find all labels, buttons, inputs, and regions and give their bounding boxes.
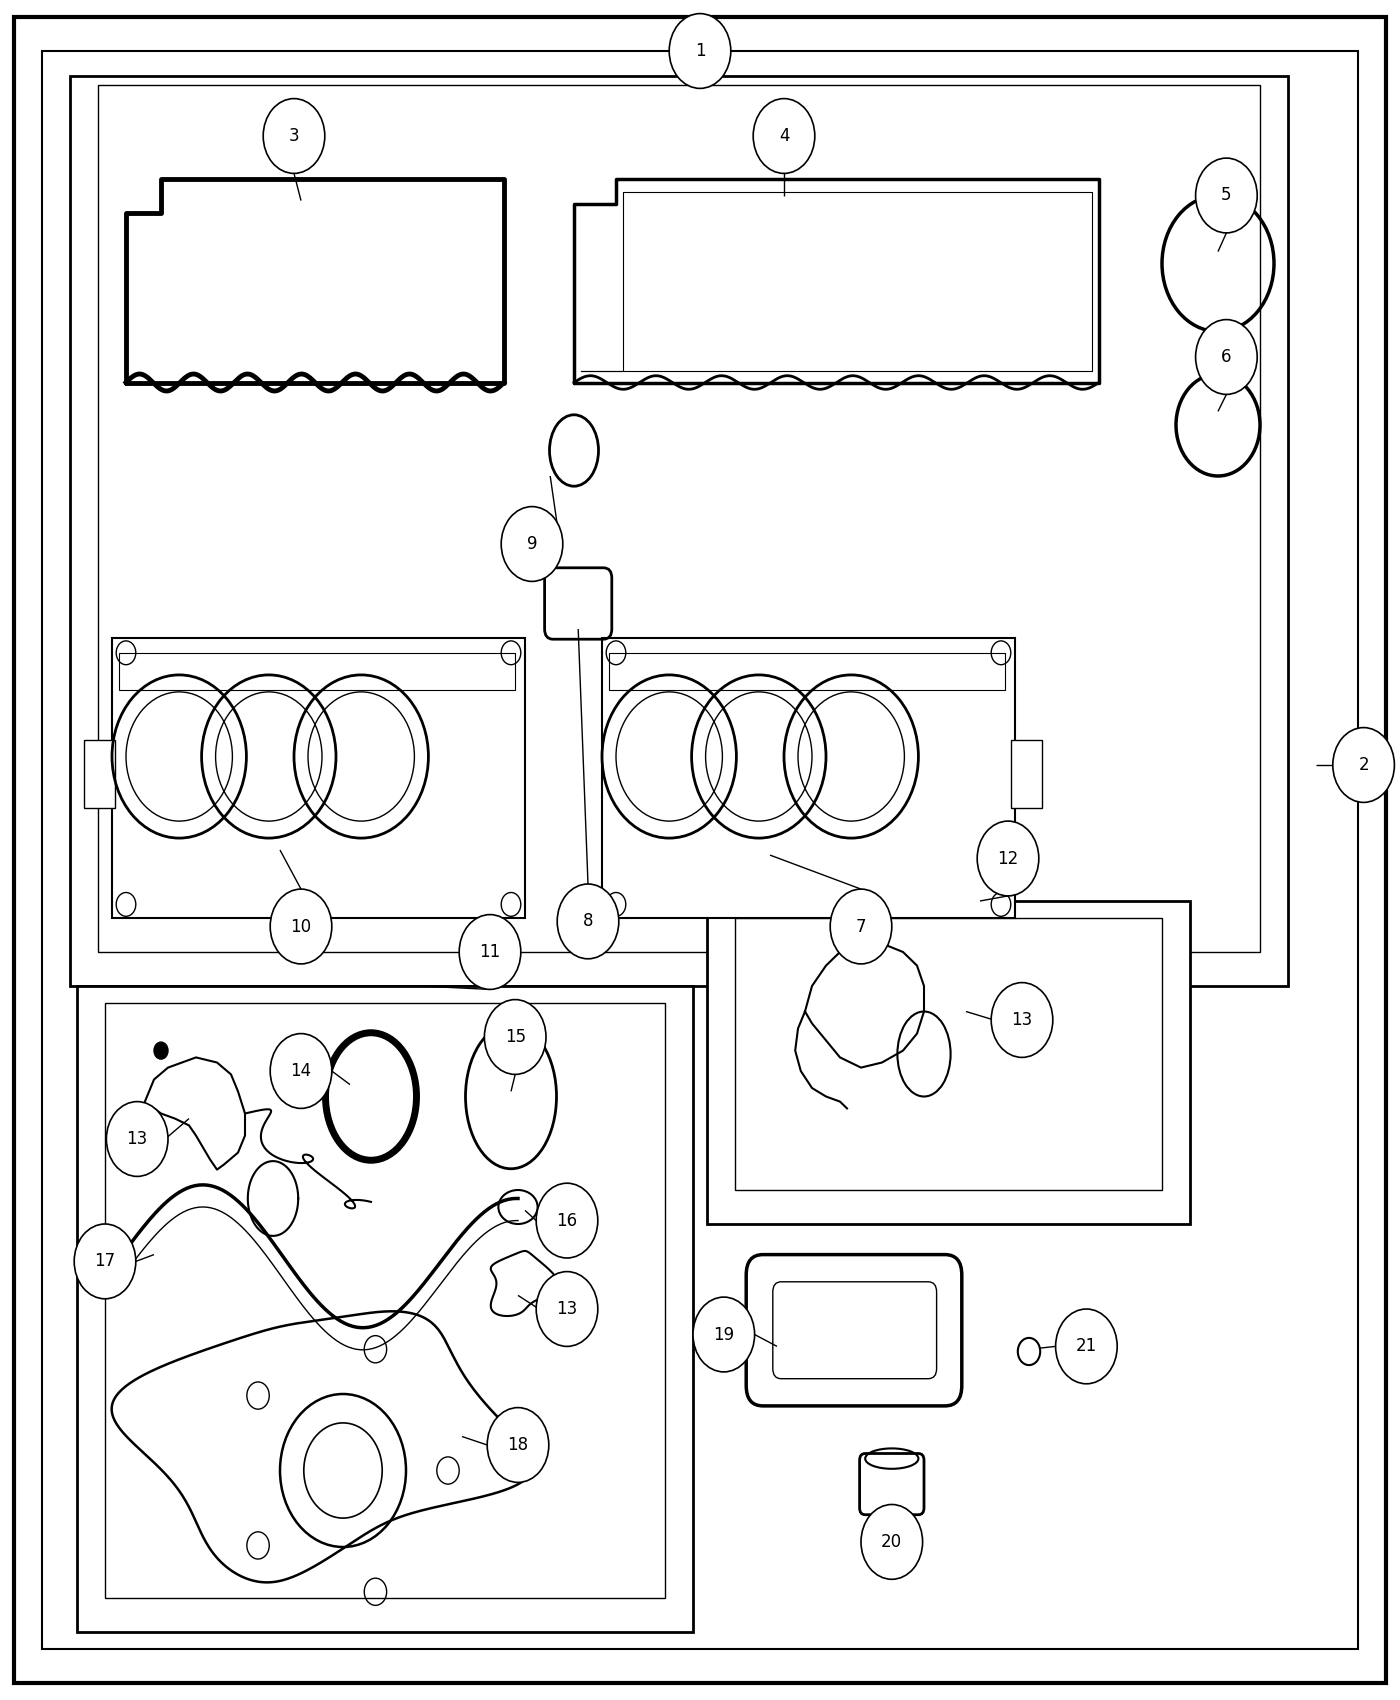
Circle shape bbox=[459, 915, 521, 989]
Circle shape bbox=[501, 507, 563, 581]
Text: 12: 12 bbox=[997, 850, 1019, 867]
Circle shape bbox=[830, 889, 892, 964]
Text: 10: 10 bbox=[290, 918, 312, 935]
Circle shape bbox=[753, 99, 815, 173]
Circle shape bbox=[270, 889, 332, 964]
Text: 17: 17 bbox=[94, 1253, 116, 1270]
Bar bbox=[602, 638, 1015, 918]
Bar bbox=[609, 653, 1005, 690]
Text: 19: 19 bbox=[713, 1326, 735, 1343]
Bar bbox=[98, 85, 1260, 952]
Bar bbox=[119, 653, 515, 690]
Text: 14: 14 bbox=[290, 1062, 312, 1080]
Text: 11: 11 bbox=[479, 944, 501, 960]
Text: 13: 13 bbox=[1011, 1012, 1033, 1028]
Text: 4: 4 bbox=[778, 128, 790, 144]
Bar bbox=[707, 901, 1190, 1224]
Text: 8: 8 bbox=[582, 913, 594, 930]
Circle shape bbox=[487, 1408, 549, 1482]
Text: 21: 21 bbox=[1075, 1338, 1098, 1355]
Text: 7: 7 bbox=[855, 918, 867, 935]
Text: 2: 2 bbox=[1358, 756, 1369, 774]
Circle shape bbox=[1196, 158, 1257, 233]
Text: 3: 3 bbox=[288, 128, 300, 144]
Circle shape bbox=[74, 1224, 136, 1299]
Circle shape bbox=[1196, 320, 1257, 394]
Circle shape bbox=[991, 983, 1053, 1057]
Text: 20: 20 bbox=[881, 1533, 903, 1550]
Text: 13: 13 bbox=[556, 1300, 578, 1318]
Circle shape bbox=[154, 1042, 168, 1059]
Circle shape bbox=[484, 1000, 546, 1074]
Circle shape bbox=[693, 1297, 755, 1372]
Bar bbox=[1011, 740, 1042, 808]
Bar bbox=[70, 76, 1288, 986]
Text: 5: 5 bbox=[1221, 187, 1232, 204]
Circle shape bbox=[669, 14, 731, 88]
Circle shape bbox=[263, 99, 325, 173]
Text: 15: 15 bbox=[504, 1028, 526, 1046]
Text: 18: 18 bbox=[507, 1436, 529, 1454]
Bar bbox=[77, 986, 693, 1632]
Circle shape bbox=[1333, 728, 1394, 802]
Bar bbox=[735, 918, 1162, 1190]
Text: 9: 9 bbox=[526, 536, 538, 552]
Circle shape bbox=[536, 1183, 598, 1258]
Ellipse shape bbox=[339, 1051, 403, 1144]
Circle shape bbox=[861, 1504, 923, 1579]
Text: 16: 16 bbox=[556, 1212, 578, 1229]
Bar bbox=[112, 638, 525, 918]
Circle shape bbox=[557, 884, 619, 959]
Circle shape bbox=[536, 1272, 598, 1346]
Bar bbox=[84, 740, 115, 808]
Text: 13: 13 bbox=[126, 1130, 148, 1148]
Text: 6: 6 bbox=[1221, 348, 1232, 366]
Circle shape bbox=[847, 930, 861, 947]
Circle shape bbox=[106, 1102, 168, 1176]
Text: 1: 1 bbox=[694, 42, 706, 60]
Circle shape bbox=[977, 821, 1039, 896]
Circle shape bbox=[270, 1034, 332, 1108]
Bar bbox=[105, 1003, 665, 1598]
Circle shape bbox=[1056, 1309, 1117, 1384]
